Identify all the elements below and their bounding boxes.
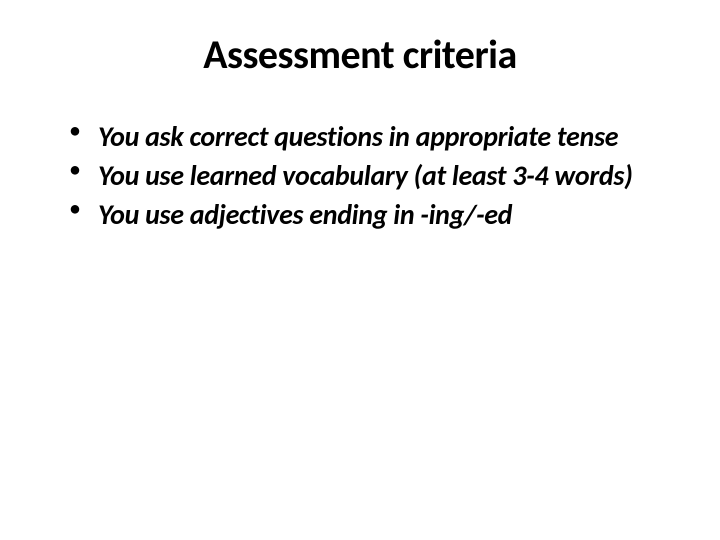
bullet-list: You ask correct questions in appropriate… bbox=[50, 119, 670, 232]
slide-title: Assessment criteria bbox=[50, 30, 670, 79]
bullet-item: You ask correct questions in appropriate… bbox=[70, 119, 670, 154]
slide-container: Assessment criteria You ask correct ques… bbox=[0, 0, 720, 540]
bullet-item: You use adjectives ending in -ing/-ed bbox=[70, 197, 670, 232]
bullet-item: You use learned vocabulary (at least 3-4… bbox=[70, 158, 670, 193]
